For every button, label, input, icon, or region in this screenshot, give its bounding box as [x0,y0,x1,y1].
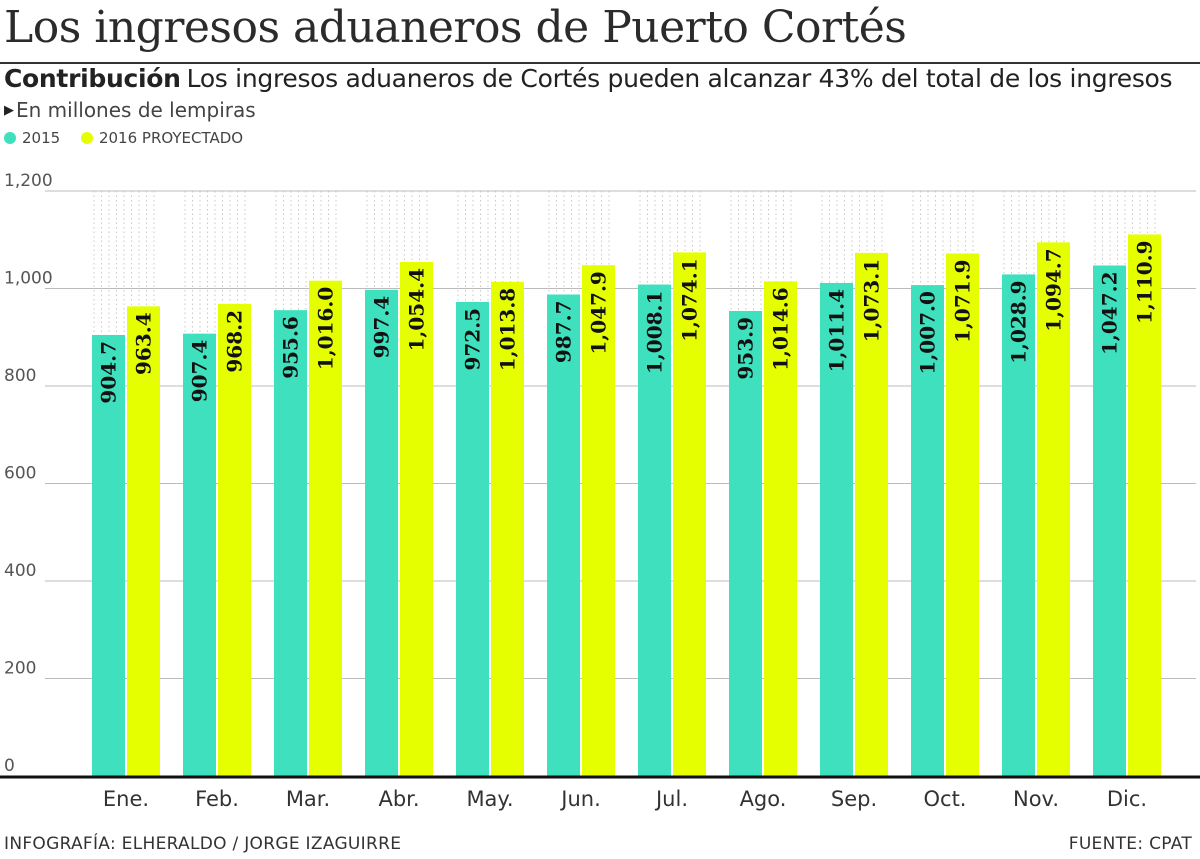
x-tick-label: Mar. [286,787,330,811]
bar-2015 [92,334,125,776]
chart-title: Los ingresos aduaneros de Puerto Cortés [4,2,907,53]
data-label: 1,073.1 [860,259,884,343]
bar-2016 [218,304,251,776]
data-label: 1,047.2 [1098,271,1122,355]
bar-2015 [274,310,307,776]
source-text: FUENTE: CPAT [1068,834,1192,854]
bar-2016 [1128,234,1161,776]
x-tick-label: Nov. [1013,787,1059,811]
data-label: 997.4 [370,296,394,359]
bar-2015 [638,284,671,776]
credit-text: INFOGRAFÍA: ELHERALDO / JORGE IZAGUIRRE [4,834,402,854]
data-label: 1,074.1 [678,258,702,342]
bar-2016 [400,261,433,777]
data-label: 1,011.4 [825,289,849,373]
y-tick-label: 1,200 [4,171,53,191]
bar-2015 [729,310,762,776]
chart-legend: 2015 2016 PROYECTADO [4,129,259,148]
x-tick-label: Jul. [654,787,688,811]
data-label: 953.9 [734,317,758,380]
units-label: ▶ En millones de lempiras [4,98,256,122]
legend-item-2015: 2015 [4,129,60,147]
legend-item-2016: 2016 PROYECTADO [80,129,244,147]
x-tick-label: Oct. [924,787,967,811]
chart-subtitle: Contribución Los ingresos aduaneros de Co… [4,64,1173,93]
data-label: 968.2 [223,310,247,373]
bar-2015 [911,285,944,776]
data-label: 907.4 [188,340,212,403]
y-tick-label: 400 [4,561,36,581]
bar-2016 [764,281,797,776]
x-tick-label: Dic. [1107,787,1147,811]
data-label: 1,007.0 [916,291,940,375]
x-tick-label: Feb. [195,787,239,811]
y-tick-label: 600 [4,464,36,484]
bar-2016 [946,253,979,777]
data-label: 1,047.9 [587,271,611,355]
bar-2015 [183,333,216,776]
x-tick-label: Ene. [103,787,149,811]
bar-2015 [365,289,398,776]
data-label: 904.7 [97,341,121,404]
bar-2016 [491,281,524,776]
x-tick-label: Jun. [559,787,601,811]
bar-2015 [547,294,580,776]
data-label: 1,008.1 [643,291,667,375]
title-divider [0,62,1200,64]
legend-swatch-2015 [4,132,16,144]
x-tick-label: Abr. [378,787,419,811]
bar-2015 [456,301,489,776]
bar-2016 [582,265,615,776]
y-tick-label: 800 [4,366,36,386]
subtitle-keyword: Contribución [4,64,181,93]
data-label: 1,014.6 [769,287,793,371]
bar-2016 [673,252,706,777]
bar-2016 [855,252,888,776]
y-tick-label: 1,000 [4,269,53,289]
y-tick-label: 200 [4,659,36,679]
data-label: 955.6 [279,316,303,379]
data-label: 1,071.9 [951,259,975,343]
x-tick-label: May. [466,787,513,811]
bar-2015 [820,282,853,776]
data-label: 1,016.0 [314,287,338,371]
y-tick-label: 0 [4,756,15,776]
x-tick-label: Sep. [831,787,877,811]
bar-2015 [1093,265,1126,776]
bar-2016 [1037,242,1070,777]
subtitle-text: Los ingresos aduaneros de Cortés pueden … [186,64,1173,93]
triangle-right-icon: ▶ [4,103,14,118]
legend-label-2016: 2016 PROYECTADO [98,129,244,147]
data-label: 1,110.9 [1133,240,1157,324]
data-label: 963.4 [132,312,156,375]
bar-2016 [127,306,160,776]
data-label: 1,013.8 [496,288,520,372]
bar-2015 [1002,274,1035,776]
data-label: 972.5 [461,308,485,371]
bar-2016 [309,280,342,776]
data-label: 1,028.9 [1007,280,1031,364]
legend-label-2015: 2015 [22,129,61,147]
data-label: 987.7 [552,300,576,363]
units-text: En millones de lempiras [16,98,256,122]
data-label: 1,054.4 [405,268,429,352]
data-label: 1,094.7 [1042,248,1066,332]
legend-swatch-2016 [80,132,93,144]
x-tick-label: Ago. [740,787,787,811]
